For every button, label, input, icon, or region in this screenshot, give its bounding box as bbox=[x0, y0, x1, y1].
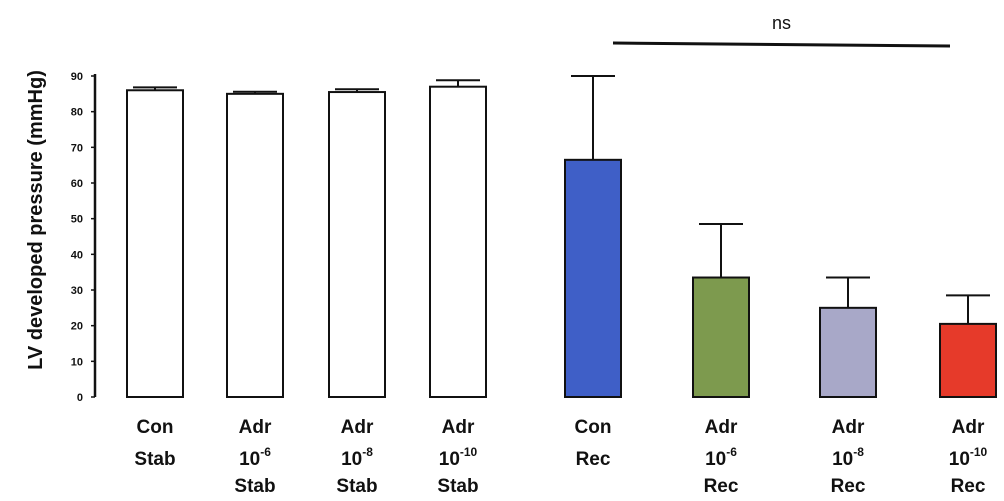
y-tick-label: 40 bbox=[71, 249, 83, 261]
category-label: Adr 10-10 Stab bbox=[437, 417, 478, 497]
category-label-line: Adr bbox=[705, 417, 738, 438]
y-tick-label: 10 bbox=[71, 356, 83, 368]
category-label-line: Con bbox=[137, 417, 174, 438]
category-label-line: 10-6 bbox=[239, 445, 271, 470]
bar bbox=[328, 91, 386, 399]
category-label-line: Rec bbox=[704, 476, 739, 497]
bar bbox=[226, 92, 284, 398]
bar bbox=[819, 306, 877, 399]
y-tick-label: 30 bbox=[71, 285, 83, 297]
category-label: Adr 10-6 Rec bbox=[704, 417, 739, 497]
category-label-line: Adr bbox=[239, 417, 272, 438]
y-tick-label: 50 bbox=[71, 214, 83, 226]
category-label: Adr 10-8 Rec bbox=[831, 417, 866, 497]
significance-label: ns bbox=[772, 13, 791, 33]
category-label-line: 10-10 bbox=[439, 445, 478, 470]
significance-annotation: ns bbox=[612, 13, 951, 48]
y-tick-label: 90 bbox=[71, 71, 83, 83]
category-label: Con Rec bbox=[575, 417, 612, 470]
bar bbox=[939, 322, 997, 398]
category-label-line: Rec bbox=[951, 476, 986, 497]
category-label-line: Con bbox=[575, 417, 612, 438]
category-label: Adr 10-8 Stab bbox=[336, 417, 377, 497]
category-label-line: 10-6 bbox=[705, 445, 737, 470]
bars bbox=[126, 75, 997, 399]
category-label: Adr 10-6 Stab bbox=[234, 417, 275, 497]
bar bbox=[429, 85, 487, 398]
y-tick-label: 20 bbox=[71, 321, 83, 333]
y-axis-label: LV developed pressure (mmHg) bbox=[25, 70, 47, 370]
category-label-line: 10-8 bbox=[341, 445, 373, 470]
category-label-line: Adr bbox=[952, 417, 985, 438]
category-label-line: Rec bbox=[576, 449, 611, 470]
category-label: Adr 10-10 Rec bbox=[949, 417, 988, 497]
y-tick-label: 60 bbox=[71, 178, 83, 190]
category-label-line: 10-10 bbox=[949, 445, 988, 470]
bar bbox=[126, 89, 184, 399]
category-label-line: Rec bbox=[831, 476, 866, 497]
bar bbox=[564, 158, 622, 398]
category-label-line: Stab bbox=[234, 476, 275, 497]
category-label-line: Stab bbox=[134, 449, 175, 470]
y-axis: 0 10 20 30 40 50 60 70 80 90 bbox=[71, 71, 97, 404]
category-label-line: Adr bbox=[442, 417, 475, 438]
category-label-line: Adr bbox=[832, 417, 865, 438]
category-label: Con Stab bbox=[134, 417, 175, 470]
category-label-line: Stab bbox=[437, 476, 478, 497]
y-tick-label: 70 bbox=[71, 142, 83, 154]
category-label-line: 10-8 bbox=[832, 445, 864, 470]
y-tick-label: 80 bbox=[71, 107, 83, 119]
y-tick-label: 0 bbox=[77, 392, 83, 404]
significance-line bbox=[612, 41, 951, 48]
category-label-line: Stab bbox=[336, 476, 377, 497]
bar bbox=[692, 276, 750, 398]
category-labels: Con Stab Adr 10-6 Stab Adr 10-8 Stab Adr 10-10 Sta… bbox=[134, 417, 987, 497]
category-label-line: Adr bbox=[341, 417, 374, 438]
